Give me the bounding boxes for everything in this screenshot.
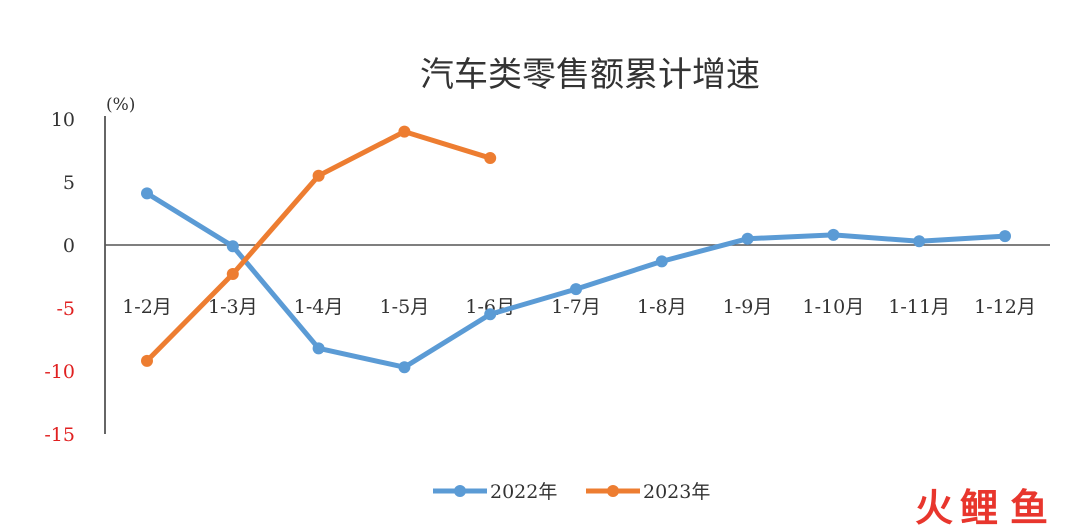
x-tick-label: 1-10月 — [803, 296, 865, 318]
y-tick-label: 5 — [63, 172, 75, 194]
y-tick-label: 10 — [51, 109, 75, 131]
watermark-logo: 火鲤鱼 — [915, 486, 1048, 530]
legend: 2022年 2023年 — [433, 481, 710, 503]
y-tick-label: -10 — [44, 361, 75, 383]
data-point — [570, 283, 582, 296]
x-tick-label: 1-11月 — [888, 296, 950, 318]
x-tick-label: 1-9月 — [723, 296, 773, 318]
y-tick-label: -5 — [56, 298, 75, 320]
data-point — [226, 240, 239, 253]
x-tick-label: 1-4月 — [294, 296, 344, 318]
data-point — [484, 308, 497, 321]
legend-swatch-marker — [607, 485, 619, 497]
data-point — [226, 267, 239, 280]
data-point — [312, 342, 325, 355]
legend-label: 2023年 — [643, 481, 710, 503]
watermark-char: 鲤 — [960, 486, 998, 530]
y-tick-label: 0 — [63, 235, 75, 257]
data-point — [398, 361, 411, 374]
x-tick-label: 1-12月 — [974, 296, 1036, 318]
data-point — [141, 354, 153, 367]
data-point — [655, 255, 668, 268]
x-tick-label: 1-2月 — [122, 296, 172, 318]
watermark-char: 火 — [915, 486, 953, 530]
x-tick-label: 1-3月 — [208, 296, 258, 318]
data-point — [741, 232, 754, 245]
series-line — [144, 190, 1008, 370]
x-tick-label: 1-7月 — [551, 296, 601, 318]
data-point — [827, 228, 840, 241]
watermark-char: 鱼 — [1010, 486, 1048, 530]
data-point — [913, 235, 926, 248]
series-1 — [141, 125, 497, 367]
chart-title: 汽车类零售额累计增速 — [420, 55, 760, 95]
data-point — [398, 125, 411, 138]
data-point — [141, 187, 153, 200]
y-tick-label: -15 — [44, 424, 75, 446]
x-tick-label: 1-5月 — [380, 296, 430, 318]
legend-swatch-marker — [454, 485, 466, 497]
data-point — [999, 230, 1011, 243]
y-axis: 10 5 0 -5 -10 -15 — [44, 109, 106, 446]
data-point — [484, 152, 497, 165]
data-point — [312, 169, 325, 182]
legend-label: 2022年 — [490, 481, 557, 503]
series-group — [141, 125, 1011, 374]
series-line — [144, 129, 493, 364]
series-0 — [141, 187, 1011, 374]
unit-label: (%) — [106, 95, 135, 115]
x-tick-label: 1-8月 — [637, 296, 687, 318]
